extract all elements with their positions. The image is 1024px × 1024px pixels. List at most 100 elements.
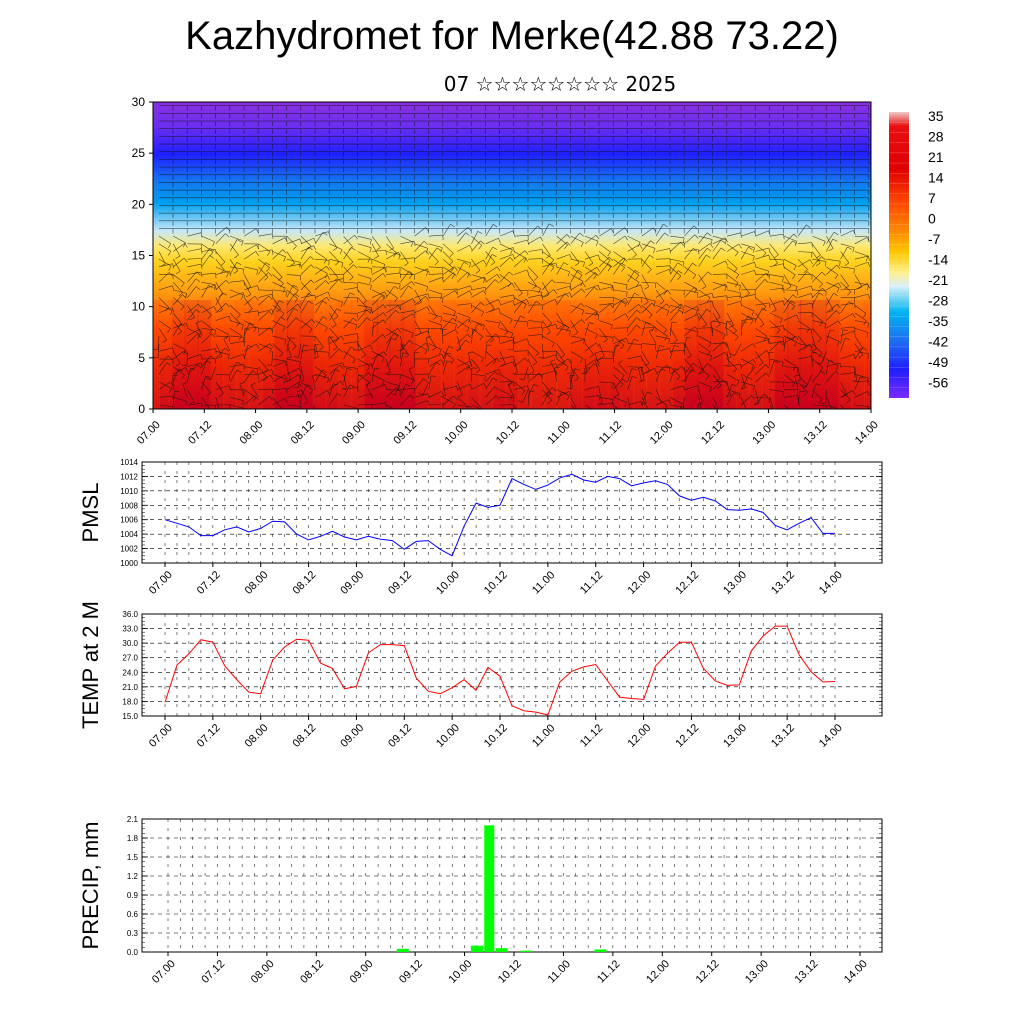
wind-barb — [513, 251, 527, 259]
wind-barb-flag — [322, 316, 328, 320]
y-tick-label: 1.2 — [127, 872, 139, 881]
wind-barb — [499, 274, 512, 284]
wind-barb-flag — [696, 331, 699, 337]
wind-barb-flag — [242, 400, 244, 406]
wind-barb — [201, 272, 216, 275]
wind-barb — [442, 304, 456, 312]
wind-barb-flag — [577, 415, 580, 419]
wind-barb-flag — [839, 363, 842, 369]
wind-barb-flag — [476, 369, 481, 374]
wind-barb-flag — [706, 351, 711, 356]
colorbar-levels — [889, 122, 909, 388]
wind-barb-flag — [300, 395, 302, 401]
wind-barb-flag — [677, 262, 683, 266]
wind-barb — [513, 404, 518, 409]
wind-barb-flag — [271, 309, 274, 315]
wind-barb — [513, 257, 525, 268]
wind-barb — [698, 235, 713, 240]
wind-barb — [684, 306, 697, 314]
wind-barb-flag — [457, 394, 463, 398]
plot-frame — [141, 461, 883, 564]
wind-barb — [215, 374, 230, 376]
wind-barb-flag — [639, 380, 645, 382]
wind-barb-flag — [319, 347, 324, 351]
wind-barb-flag — [573, 332, 578, 336]
wind-barb-flag — [404, 262, 409, 267]
wind-barb — [854, 293, 869, 298]
wind-barb-flag — [367, 365, 371, 371]
wind-barb — [627, 304, 639, 314]
wind-barb — [329, 362, 343, 367]
wind-barb-flag — [643, 301, 649, 305]
temperature-band — [594, 300, 609, 409]
wind-barb-flag — [195, 278, 201, 283]
wind-barb-flag — [532, 285, 537, 290]
wind-barb — [201, 355, 211, 367]
wind-barb-flag — [839, 261, 841, 267]
wind-barb — [584, 251, 594, 264]
x-tick-label: 09.00 — [338, 722, 366, 750]
wind-barb-flag — [284, 339, 287, 345]
wind-barb-flag — [846, 399, 851, 404]
wind-barb-flag — [494, 371, 499, 376]
wind-barb — [556, 391, 570, 398]
wind-barb-flag — [197, 364, 202, 369]
colorbar-label: -28 — [928, 293, 948, 309]
wind-barb — [343, 341, 358, 344]
wind-barb — [528, 281, 541, 289]
wind-barb-flag — [168, 388, 172, 393]
wind-barb — [613, 404, 619, 409]
wind-barb — [400, 298, 413, 306]
wind-barb — [457, 258, 471, 264]
wind-barb — [613, 297, 626, 306]
wind-barb — [740, 282, 750, 294]
wind-barb-flag — [209, 251, 214, 257]
wind-barb — [769, 274, 784, 278]
wind-barb-flag — [206, 360, 212, 364]
wind-barb — [300, 389, 309, 402]
wind-barb-flag — [715, 378, 721, 382]
wind-barb-flag — [310, 264, 315, 269]
wind-barb — [485, 371, 496, 383]
wind-barb-flag — [759, 323, 765, 328]
wind-barb-flag — [465, 339, 470, 344]
wind-barb-flag — [722, 334, 726, 340]
wind-barb-flag — [293, 386, 299, 389]
wind-barb — [783, 395, 798, 398]
wind-barb — [698, 308, 707, 321]
wind-barb-flag — [669, 248, 672, 254]
wind-barb-flag — [196, 271, 201, 276]
wind-barb — [811, 292, 820, 306]
wind-barb — [726, 281, 741, 286]
wind-barb-flag — [238, 335, 242, 341]
wind-barb-flag — [580, 242, 584, 247]
wind-barb-flag — [634, 292, 639, 296]
wind-barb — [712, 342, 727, 344]
wind-barb — [528, 249, 543, 252]
wind-barb — [499, 312, 513, 320]
wind-barb-flag — [454, 266, 458, 272]
wind-barb-flag — [229, 270, 231, 276]
wind-barb-flag — [423, 240, 428, 245]
wind-barb — [201, 348, 216, 352]
x-tick-label: 10.12 — [482, 569, 510, 597]
wind-barb — [641, 240, 651, 252]
wind-barb — [627, 401, 642, 406]
wind-barb-flag — [550, 259, 555, 264]
wind-barb — [442, 360, 448, 375]
wind-barb — [670, 258, 684, 263]
wind-barb — [655, 304, 669, 312]
wind-barb-flag — [692, 363, 698, 367]
wind-barb — [329, 312, 337, 326]
wind-barb-flag — [624, 402, 627, 407]
wind-barb-flag — [477, 231, 483, 234]
y-tick-label: 15 — [132, 249, 146, 263]
wind-barb — [300, 384, 308, 398]
wind-barb-flag — [815, 383, 821, 386]
wind-barb-flag — [225, 303, 230, 308]
wind-barb — [698, 289, 711, 299]
temperature-band — [787, 300, 802, 409]
wind-barb — [726, 381, 732, 396]
wind-barb — [840, 302, 855, 306]
wind-barb-flag — [200, 363, 203, 369]
